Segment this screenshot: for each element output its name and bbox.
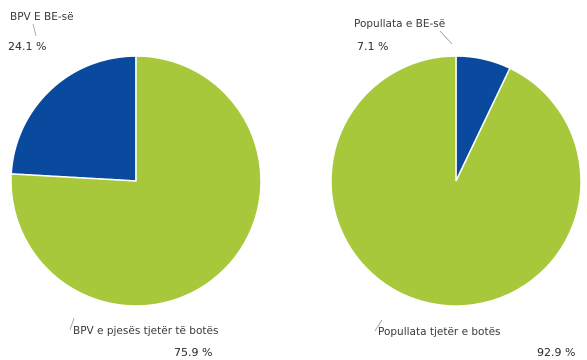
slice-label-eu-gdp: BPV E BE-së [10,11,74,23]
pie-slice-rest-population [330,55,582,307]
slice-label-rest-population: Popullata tjetër e botës [378,326,501,338]
pie-slice-rest-gdp [10,55,262,307]
slice-value-eu-population: 7.1 % [357,40,388,53]
slice-label-rest-gdp: BPV e pjesës tjetër të botës [73,325,218,337]
leader-line-rest-population [374,319,383,332]
slice-value-rest-population: 92.9 % [537,346,575,359]
slice-value-rest-gdp: 75.9 % [174,346,212,359]
pie-slice-eu-gdp [10,55,137,182]
pie-chart-gdp [10,55,262,307]
pie-chart-population [330,55,582,307]
leader-line-rest-gdp [69,317,75,331]
slice-label-eu-population: Popullata e BE-së [354,18,445,30]
slice-value-eu-gdp: 24.1 % [8,40,46,53]
leader-line-eu-gdp [32,23,37,37]
leader-line-eu-population [439,30,453,45]
